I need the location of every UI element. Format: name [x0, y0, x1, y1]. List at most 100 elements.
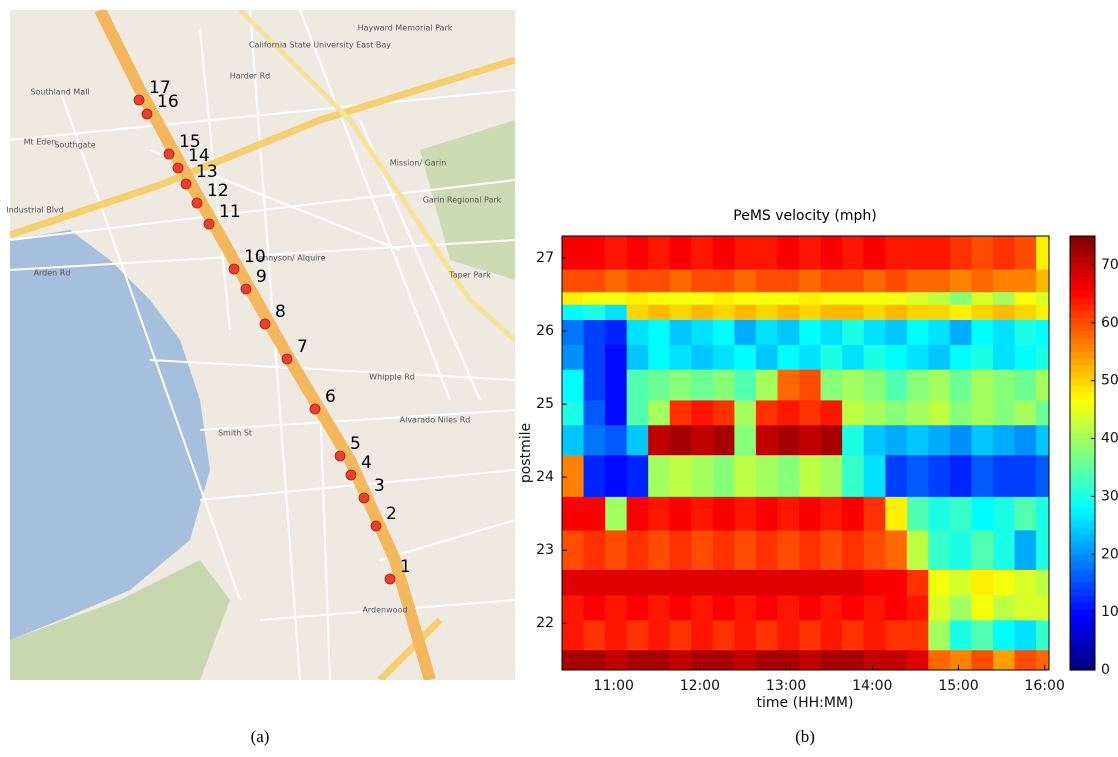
colorbar-tick-label: 70	[1101, 257, 1118, 273]
heat-cell	[1036, 345, 1049, 370]
colorbar-step	[1070, 311, 1095, 318]
heat-cell	[1015, 570, 1037, 596]
colorbar-step	[1070, 480, 1095, 487]
heat-cell	[777, 455, 799, 497]
heat-cell	[1036, 370, 1049, 401]
heat-cell	[670, 570, 692, 596]
heat-cell	[950, 236, 972, 270]
heat-cell	[584, 305, 606, 321]
heat-cell	[821, 620, 843, 650]
heat-cell	[864, 292, 886, 305]
heat-cell	[777, 270, 799, 293]
heat-cell	[950, 455, 972, 497]
heat-cell	[1036, 497, 1049, 531]
colorbar-step	[1070, 392, 1095, 399]
caption: (b)	[795, 727, 815, 746]
heat-cell	[842, 425, 864, 455]
heat-cell	[885, 345, 907, 370]
heat-cell	[993, 370, 1015, 401]
sensor-marker	[260, 319, 270, 329]
heat-cell	[605, 650, 627, 670]
sensor-label: 4	[361, 453, 372, 473]
x-tick-label: 16:00	[1025, 678, 1065, 694]
y-tick-label: 22	[536, 615, 554, 631]
heat-cell	[756, 292, 778, 305]
heat-cell	[777, 400, 799, 425]
heat-cell	[1036, 455, 1049, 497]
heat-cell	[842, 320, 864, 345]
heat-cell	[756, 370, 778, 401]
place-label: Hayward Memorial Park	[358, 24, 453, 33]
heat-cell	[648, 292, 670, 305]
heat-cell	[821, 400, 843, 425]
heat-cell	[885, 236, 907, 270]
sensor-marker	[371, 521, 381, 531]
colorbar-tick-label: 50	[1101, 373, 1118, 389]
heat-cell	[691, 320, 713, 345]
heat-cell	[756, 530, 778, 570]
heat-cell	[777, 305, 799, 321]
heat-cell	[670, 530, 692, 570]
heat-cell	[928, 497, 950, 531]
heat-cell	[734, 530, 756, 570]
heat-cell	[821, 530, 843, 570]
colorbar-step	[1070, 562, 1095, 569]
colorbar-step	[1070, 521, 1095, 528]
heat-cell	[950, 595, 972, 620]
heat-cell	[885, 370, 907, 401]
colorbar-step	[1070, 623, 1095, 630]
colorbar-step	[1070, 283, 1095, 290]
heat-cell	[691, 305, 713, 321]
colorbar-step	[1070, 473, 1095, 480]
heat-cell	[584, 236, 606, 270]
heat-cell	[584, 530, 606, 570]
heat-cell	[756, 305, 778, 321]
heat-cell	[842, 236, 864, 270]
heat-cell	[799, 530, 821, 570]
sensor-marker	[335, 451, 345, 461]
heat-cell	[799, 320, 821, 345]
heat-cell	[627, 400, 649, 425]
heat-cell	[799, 620, 821, 650]
heat-cell	[562, 570, 584, 596]
place-label: Taper Park	[448, 271, 491, 280]
colorbar-step	[1070, 250, 1095, 257]
y-tick-label: 24	[536, 469, 554, 485]
heat-cell	[627, 292, 649, 305]
sensor-label: 15	[179, 132, 201, 152]
heat-cell	[1015, 292, 1037, 305]
heat-cell	[821, 345, 843, 370]
heat-cell	[928, 570, 950, 596]
heat-cell	[928, 236, 950, 270]
place-label: Harder Rd	[230, 72, 271, 81]
heat-cell	[842, 595, 864, 620]
sensor-marker	[346, 470, 356, 480]
colorbar-step	[1070, 616, 1095, 623]
colorbar-step	[1070, 439, 1095, 446]
heat-cell	[928, 650, 950, 670]
heat-cell	[562, 236, 584, 270]
colorbar-step	[1070, 514, 1095, 521]
heat-cell	[627, 345, 649, 370]
heat-cell	[907, 305, 929, 321]
colorbar-step	[1070, 399, 1095, 406]
heat-cell	[885, 497, 907, 531]
colorbar-step	[1070, 385, 1095, 392]
heat-cell	[885, 650, 907, 670]
heat-cell	[821, 595, 843, 620]
heat-cell	[842, 345, 864, 370]
sensor-label: 7	[297, 337, 308, 357]
heat-cell	[756, 236, 778, 270]
heat-cell	[756, 270, 778, 293]
heat-cell	[821, 270, 843, 293]
colorbar-step	[1070, 534, 1095, 541]
heat-cell	[864, 595, 886, 620]
heat-cell	[993, 455, 1015, 497]
heat-cell	[1015, 345, 1037, 370]
colorbar-tick-label: 10	[1101, 604, 1118, 620]
heat-cell	[691, 595, 713, 620]
heat-cell	[605, 400, 627, 425]
heat-cell	[605, 236, 627, 270]
heat-cell	[1036, 595, 1049, 620]
place-label: Southland Mall	[30, 88, 89, 97]
